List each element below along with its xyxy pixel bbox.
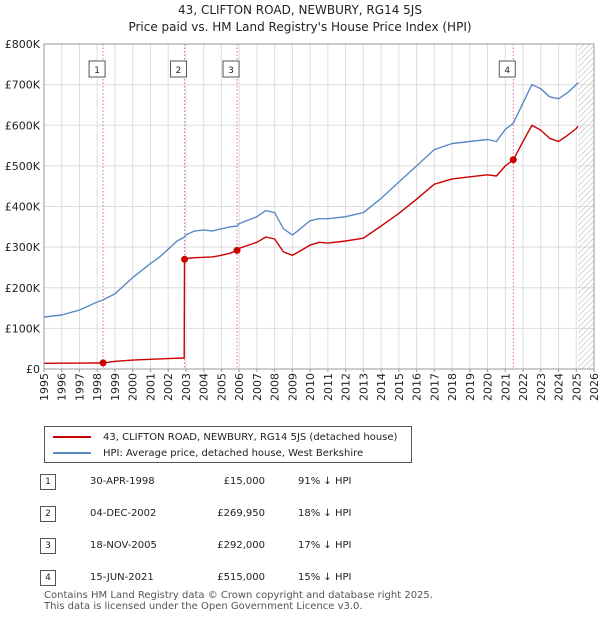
grid xyxy=(43,43,595,370)
legend-item-price-paid: 43, CLIFTON ROAD, NEWBURY, RG14 5JS (det… xyxy=(53,430,397,444)
y-tick-label: £600K xyxy=(5,119,41,132)
sale-point xyxy=(181,255,189,263)
x-tick-label: 2024 xyxy=(553,373,566,401)
x-tick-label: 2017 xyxy=(428,373,441,401)
x-tick-label: 1995 xyxy=(38,373,51,401)
x-tick-label: 2000 xyxy=(127,373,140,401)
footer: Contains HM Land Registry data © Crown c… xyxy=(44,590,433,612)
x-tick-label: 1998 xyxy=(91,373,104,401)
x-tick-label: 2001 xyxy=(144,373,157,401)
sale-labels: 1 2 3 4 xyxy=(88,60,516,78)
legend-item-hpi: HPI: Average price, detached house, West… xyxy=(53,446,363,460)
x-tick-label: 2004 xyxy=(198,373,211,401)
x-tick-label: 2026 xyxy=(588,373,600,401)
x-tick-label: 2018 xyxy=(446,373,459,401)
price-paid-line xyxy=(43,124,579,364)
table-row: 2 04-DEC-2002 £269,950 18% ↓ HPI xyxy=(40,506,440,524)
future-hatch xyxy=(578,44,594,369)
x-tick-label: 2007 xyxy=(251,373,264,401)
transaction-number: 2 xyxy=(40,506,56,522)
transaction-price: £15,000 xyxy=(223,476,265,487)
transaction-number: 3 xyxy=(40,538,56,554)
legend: 43, CLIFTON ROAD, NEWBURY, RG14 5JS (det… xyxy=(44,426,412,463)
x-tick-label: 1996 xyxy=(56,373,69,401)
sale-points xyxy=(99,156,517,367)
x-tick-label: 2025 xyxy=(570,373,583,401)
y-tick-label: £500K xyxy=(5,160,41,173)
transaction-date: 04-DEC-2002 xyxy=(90,508,157,519)
x-tick-label: 2009 xyxy=(286,373,299,401)
x-tick-label: 1999 xyxy=(109,373,122,401)
x-tick-label: 2015 xyxy=(393,373,406,401)
x-tick-label: 2011 xyxy=(322,373,335,401)
x-tick-label: 2021 xyxy=(499,373,512,401)
transaction-price: £292,000 xyxy=(217,540,265,551)
sale-label-box xyxy=(88,60,106,78)
transaction-date: 15-JUN-2021 xyxy=(90,572,154,583)
table-row: 4 15-JUN-2021 £515,000 15% ↓ HPI xyxy=(40,570,440,588)
transaction-price: £515,000 xyxy=(217,572,265,583)
sale-label-box xyxy=(498,60,516,78)
plot-border xyxy=(43,43,595,370)
x-tick-label: 2013 xyxy=(357,373,370,401)
sale-label-box xyxy=(222,60,240,78)
x-tick-label: 2010 xyxy=(304,373,317,401)
sale-label-text: 1 xyxy=(94,66,100,76)
x-tick-label: 2003 xyxy=(180,373,193,401)
x-tick-label: 1997 xyxy=(73,373,86,401)
hpi-line xyxy=(43,82,579,318)
transaction-date: 18-NOV-2005 xyxy=(90,540,157,551)
price-chart: 1 2 3 4 £0 £100K £200K £300K £400K £500K £600K £70… xyxy=(5,38,600,401)
sale-point xyxy=(509,156,517,164)
sale-point xyxy=(233,246,241,254)
y-tick-label: £100K xyxy=(5,322,41,335)
sale-label-box xyxy=(170,60,188,78)
x-tick-label: 2008 xyxy=(269,373,282,401)
sale-label-text: 2 xyxy=(176,66,182,76)
legend-swatch-price-paid xyxy=(53,436,91,438)
transaction-number: 4 xyxy=(40,570,56,586)
transaction-hpi: 91% ↓ HPI xyxy=(298,476,352,487)
chart-subtitle: Price paid vs. HM Land Registry's House … xyxy=(128,20,472,34)
legend-label-price-paid: 43, CLIFTON ROAD, NEWBURY, RG14 5JS (det… xyxy=(103,431,398,443)
sale-label-text: 3 xyxy=(228,66,234,76)
chart-title: 43, CLIFTON ROAD, NEWBURY, RG14 5JS xyxy=(178,3,422,17)
y-tick-label: £300K xyxy=(5,241,41,254)
transaction-price: £269,950 xyxy=(217,508,265,519)
x-tick-label: 2019 xyxy=(464,373,477,401)
x-tick-label: 2005 xyxy=(215,373,228,401)
x-tick-label: 2020 xyxy=(482,373,495,401)
x-tick-label: 2023 xyxy=(535,373,548,401)
sale-label-text: 4 xyxy=(504,66,510,76)
x-tick-label: 2006 xyxy=(233,373,246,401)
x-tick-label: 2016 xyxy=(411,373,424,401)
x-tick-label: 2012 xyxy=(340,373,353,401)
y-tick-label: £700K xyxy=(5,79,41,92)
transaction-hpi: 18% ↓ HPI xyxy=(298,508,352,519)
x-tick-label: 2022 xyxy=(517,373,530,401)
future-hatch-area xyxy=(578,44,594,369)
y-tick-label: £400K xyxy=(5,201,41,214)
transaction-hpi: 17% ↓ HPI xyxy=(298,540,352,551)
y-tick-label: £800K xyxy=(5,38,41,51)
footer-copyright: Contains HM Land Registry data © Crown c… xyxy=(44,590,433,601)
table-row: 3 18-NOV-2005 £292,000 17% ↓ HPI xyxy=(40,538,440,556)
transaction-hpi: 15% ↓ HPI xyxy=(298,572,352,583)
transaction-number: 1 xyxy=(40,474,56,490)
sale-point xyxy=(99,359,107,367)
table-row: 1 30-APR-1998 £15,000 91% ↓ HPI xyxy=(40,474,440,492)
y-tick-label: £200K xyxy=(5,282,41,295)
y-tick-label: £0 xyxy=(26,363,40,376)
legend-swatch-hpi xyxy=(53,452,91,454)
axes: £0 £100K £200K £300K £400K £500K £600K £700K £80… xyxy=(5,38,600,401)
series-lines xyxy=(43,82,579,364)
x-tick-label: 2002 xyxy=(162,373,175,401)
footer-licence: This data is licensed under the Open Gov… xyxy=(44,601,363,612)
legend-label-hpi: HPI: Average price, detached house, West… xyxy=(103,447,364,459)
transaction-date: 30-APR-1998 xyxy=(90,476,155,487)
x-tick-label: 2014 xyxy=(375,373,388,401)
